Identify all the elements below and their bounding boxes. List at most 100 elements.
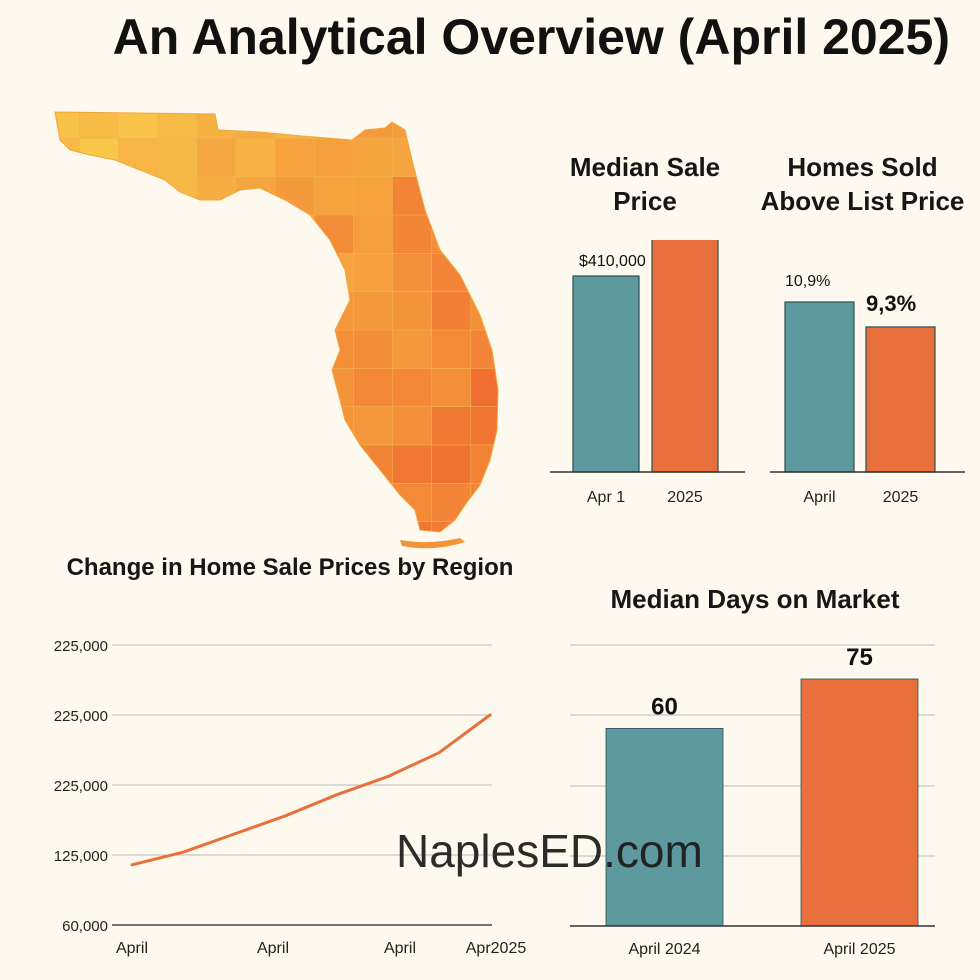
region-change-title: Change in Home Sale Prices by Region — [66, 554, 514, 581]
map-region — [470, 367, 498, 408]
map-region — [352, 176, 394, 216]
map-region — [157, 367, 198, 408]
map-region — [118, 291, 159, 331]
map-region — [78, 367, 120, 408]
map-region — [118, 253, 159, 293]
homes-above-list-chart: 10,9% April 9,3% 2025 — [770, 273, 965, 506]
region-change-chart: 225,000 225,000 225,000 125,000 60,000 April A… — [54, 638, 527, 957]
data-label: $410,000 — [579, 253, 646, 270]
map-region — [235, 291, 276, 331]
map-region — [235, 214, 276, 255]
map-region — [235, 329, 276, 370]
map-region — [352, 406, 394, 446]
map-region — [118, 112, 159, 140]
map-region — [392, 406, 433, 446]
map-region — [313, 329, 355, 370]
map-region — [274, 367, 316, 408]
map-region — [118, 329, 159, 370]
map-region — [274, 329, 316, 370]
map-region — [274, 406, 316, 446]
map-region — [392, 444, 433, 485]
map-region — [157, 329, 198, 370]
map-region — [392, 176, 433, 216]
data-label: 75 — [846, 644, 873, 671]
x-tick-label: Apr2025 — [466, 940, 527, 957]
x-tick-label: April — [257, 940, 289, 957]
map-region — [118, 444, 159, 485]
map-region — [470, 444, 498, 485]
map-region — [470, 329, 498, 370]
bar — [800, 678, 919, 927]
map-region — [55, 291, 81, 331]
map-region — [274, 291, 316, 331]
map-region — [470, 291, 498, 331]
map-region — [118, 406, 159, 446]
map-region — [274, 176, 316, 216]
map-region — [470, 112, 498, 140]
map-region — [55, 367, 81, 408]
map-region — [431, 444, 472, 485]
map-region — [196, 406, 237, 446]
map-region — [313, 291, 355, 331]
days-on-market-title: Median Days on Market — [610, 584, 900, 614]
map-region — [78, 112, 120, 140]
map-region — [55, 329, 81, 370]
map-region — [157, 406, 198, 446]
map-region — [235, 482, 276, 523]
map-region — [352, 137, 394, 178]
map-region — [392, 137, 433, 178]
map-region — [235, 406, 276, 446]
map-region — [157, 214, 198, 255]
map-region — [352, 444, 394, 485]
map-region — [431, 137, 472, 178]
watermark: NaplesED.com — [396, 825, 703, 877]
map-region — [196, 214, 237, 255]
map-region — [118, 214, 159, 255]
map-region — [470, 214, 498, 255]
y-tick-label: 60,000 — [62, 918, 108, 935]
category-label: April 2024 — [628, 941, 700, 958]
map-region — [157, 253, 198, 293]
map-region — [235, 444, 276, 485]
x-tick-label: April — [116, 940, 148, 957]
data-label: 9,3% — [866, 291, 916, 316]
map-region — [470, 406, 498, 446]
map-region — [352, 329, 394, 370]
map-region — [118, 176, 159, 216]
map-regions — [55, 112, 498, 532]
category-label: April — [803, 489, 835, 506]
map-region — [274, 214, 316, 255]
map-region — [392, 291, 433, 331]
map-region — [313, 367, 355, 408]
map-region — [157, 291, 198, 331]
map-region — [196, 482, 237, 523]
map-region — [235, 176, 276, 216]
map-region — [470, 176, 498, 216]
map-region — [392, 482, 433, 523]
map-region — [78, 329, 120, 370]
map-region — [313, 444, 355, 485]
map-region — [352, 253, 394, 293]
map-region — [78, 291, 120, 331]
florida-map — [54, 111, 499, 549]
y-tick-label: 125,000 — [54, 848, 108, 865]
map-region — [392, 112, 433, 140]
map-region — [235, 367, 276, 408]
map-region — [313, 482, 355, 523]
map-region — [55, 214, 81, 255]
data-label: 60 — [651, 693, 678, 720]
map-region — [118, 367, 159, 408]
map-region — [196, 253, 237, 293]
florida-keys — [400, 538, 465, 549]
map-region — [55, 482, 81, 523]
map-region — [196, 291, 237, 331]
category-label: 2025 — [883, 489, 919, 506]
map-region — [78, 253, 120, 293]
map-region — [118, 137, 159, 178]
map-region — [78, 406, 120, 446]
map-region — [235, 137, 276, 178]
bar — [865, 326, 936, 473]
category-label: 2025 — [667, 489, 703, 506]
y-tick-label: 225,000 — [54, 778, 108, 795]
